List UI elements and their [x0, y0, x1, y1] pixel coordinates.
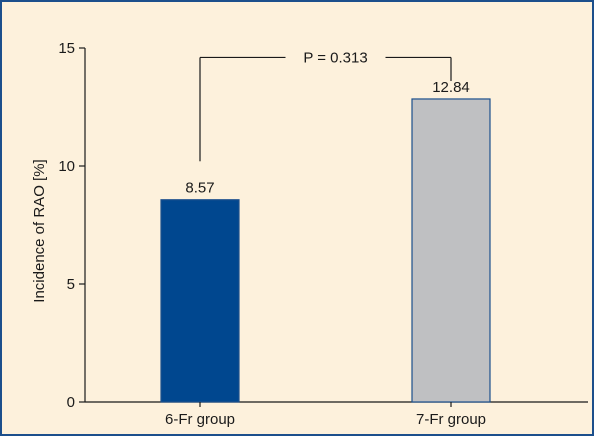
x-tick-label-2: 7-Fr group: [416, 411, 486, 428]
x-tick-label-1: 6-Fr group: [165, 411, 235, 428]
bar-value-label-2: 12.84: [432, 79, 470, 96]
y-axis-title: Incidence of RAO [%]: [31, 159, 48, 302]
y-tick-label-15: 15: [58, 40, 75, 57]
y-tick-label-5: 5: [67, 276, 75, 293]
p-value-annotation: P = 0.313: [303, 49, 367, 66]
bar-1: [160, 199, 240, 403]
bar-value-label-1: 8.57: [185, 180, 214, 197]
y-tick-label-0: 0: [67, 394, 75, 411]
y-tick-label-10: 10: [58, 158, 75, 175]
bar-2: [411, 98, 491, 403]
